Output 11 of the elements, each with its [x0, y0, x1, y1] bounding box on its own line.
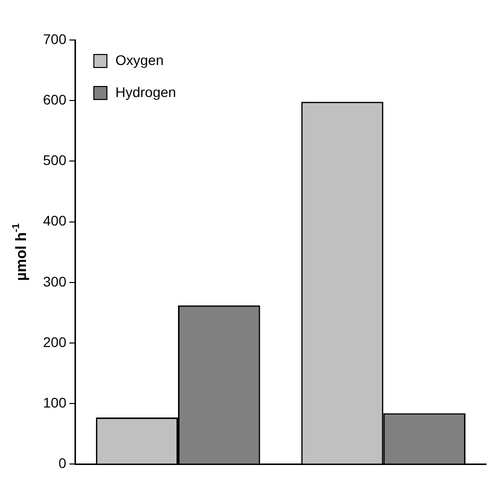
y-tick-label: 500 [43, 152, 67, 168]
y-tick-label: 400 [43, 212, 67, 229]
y-tick-label: 0 [58, 455, 67, 472]
y-tick-label: 600 [43, 91, 67, 108]
y-tick-label: 200 [43, 334, 67, 350]
legend-label: Oxygen [115, 52, 164, 68]
y-tick-label: 100 [43, 394, 67, 410]
y-axis-title: µmol h-1 [10, 222, 30, 281]
legend-label: Hydrogen [115, 84, 176, 100]
y-tick-label: 700 [43, 30, 67, 47]
y-tick-label: 300 [43, 273, 67, 290]
